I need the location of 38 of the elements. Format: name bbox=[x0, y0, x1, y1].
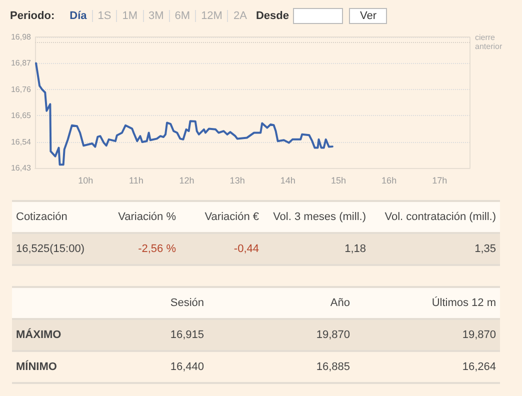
x-tick-label: 13h bbox=[230, 176, 245, 186]
x-tick-label: 11h bbox=[128, 176, 144, 186]
ref-line-label: cierre anterior bbox=[475, 32, 502, 51]
text: 2A bbox=[232, 10, 248, 22]
y-tick-label: 16,54 bbox=[10, 137, 32, 146]
x-tick-label: 15h bbox=[330, 176, 346, 186]
category-label: Variación % bbox=[117, 210, 177, 225]
text: 1S bbox=[92, 10, 118, 22]
category-label: Últimos 12 m bbox=[430, 296, 497, 311]
x-tick-label: 10h bbox=[78, 176, 94, 186]
text: Ver bbox=[348, 8, 388, 24]
category-label: Vol. 3 meses (mill.) bbox=[272, 210, 367, 225]
y-tick-label: 16,76 bbox=[10, 84, 32, 94]
x-tick-label: 16h bbox=[382, 176, 397, 186]
line-series bbox=[35, 62, 334, 166]
category-label: Cotización bbox=[15, 210, 68, 225]
y-tick-label: 16,65 bbox=[10, 111, 32, 120]
table-row: 16,525(15:00) -2,56 % -0,44 1,18 1,35 bbox=[12, 233, 500, 265]
table-header-row: Sesión Año Últimos 12 m bbox=[12, 287, 500, 319]
y-tick-label: 16,98 bbox=[10, 32, 32, 42]
table-row: MÁXIMO 16,915 19,870 19,870 bbox=[12, 319, 500, 351]
text: 3M bbox=[144, 10, 170, 22]
text: Periodo: bbox=[10, 10, 55, 22]
text: 12M bbox=[196, 10, 228, 22]
category-label: Año bbox=[329, 296, 351, 311]
category-label: Sesión bbox=[169, 296, 205, 311]
text: Desde bbox=[256, 10, 289, 22]
table-row: MÍNIMO 16,440 16,885 16,264 bbox=[12, 351, 500, 383]
x-tick-label: 12h bbox=[179, 176, 194, 186]
category-label: Variación € bbox=[204, 210, 260, 225]
category-label: Vol. contratación (mill.) bbox=[384, 210, 497, 225]
x-tick-label: 14h bbox=[280, 176, 296, 186]
text: 6M bbox=[170, 10, 196, 22]
text: Día bbox=[64, 10, 93, 22]
x-tick-label: 17h bbox=[432, 176, 448, 186]
y-tick-label: 16,87 bbox=[10, 58, 32, 68]
text: 1M bbox=[117, 10, 144, 22]
y-tick-label: 16,43 bbox=[10, 164, 32, 172]
